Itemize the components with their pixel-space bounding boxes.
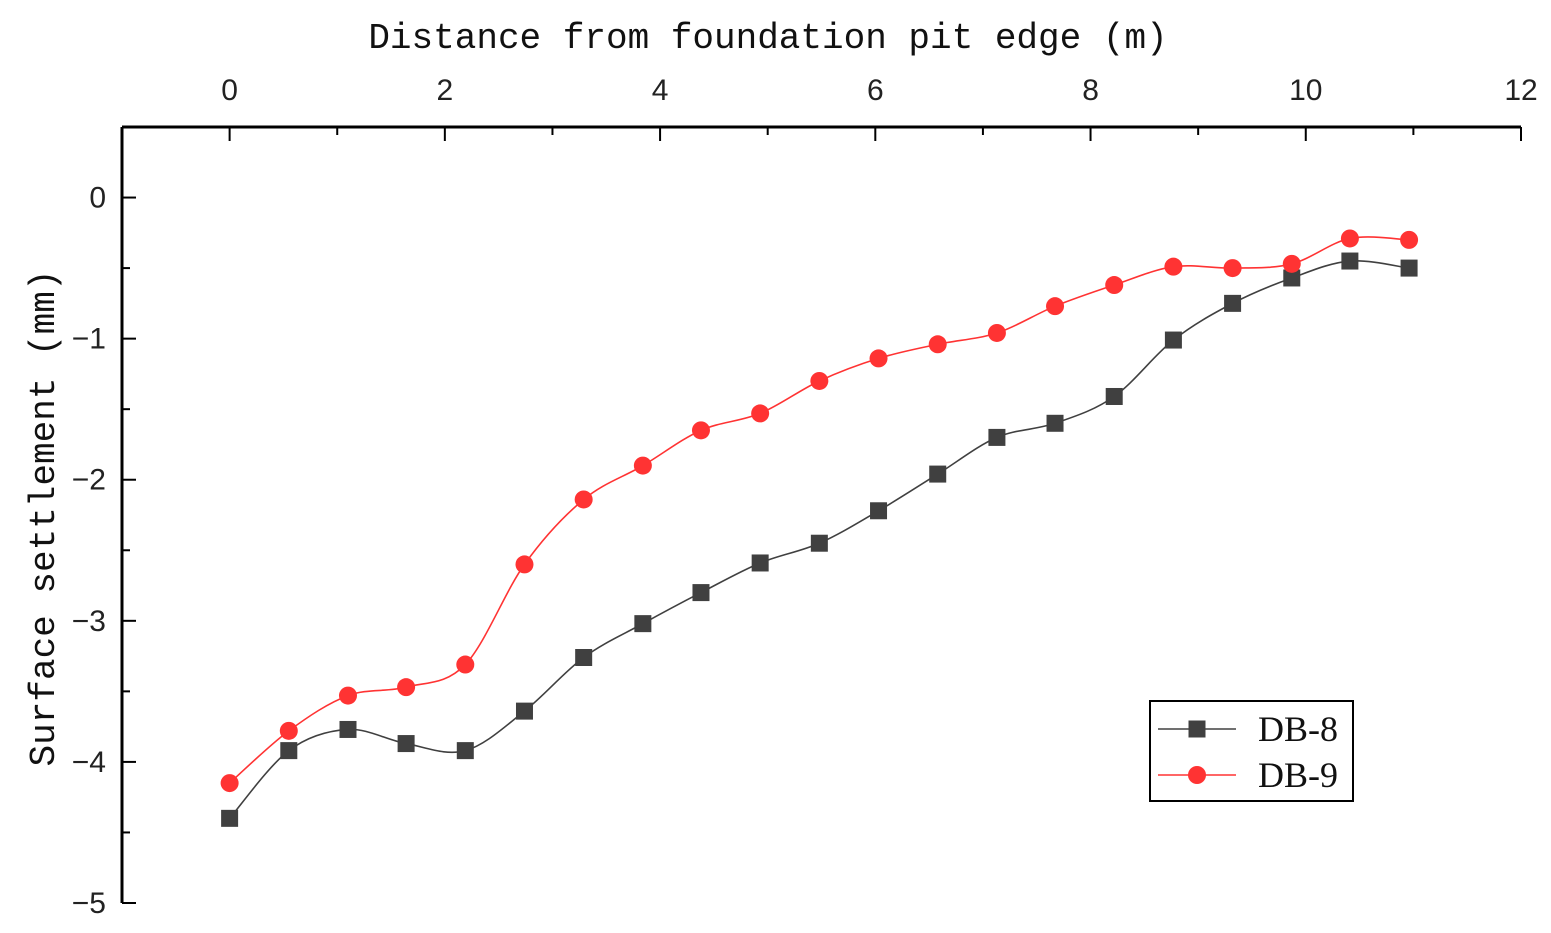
data-point: [1400, 259, 1418, 277]
x-tick-label: 6: [867, 74, 884, 107]
data-point: [515, 555, 534, 574]
data-point: [1105, 387, 1123, 405]
data-point: [339, 720, 357, 738]
data-point: [692, 584, 710, 602]
y-tick-label: −5: [72, 887, 106, 920]
x-tick-label: 8: [1082, 74, 1099, 107]
data-point: [634, 615, 652, 633]
data-point: [1164, 331, 1182, 349]
x-axis-title: Distance from foundation pit edge (m): [368, 18, 1167, 59]
data-point: [1283, 269, 1301, 287]
series-db-8: [221, 252, 1418, 827]
data-point: [810, 371, 829, 390]
data-point: [456, 655, 475, 674]
data-point: [1340, 229, 1359, 248]
data-point: [1224, 294, 1242, 312]
data-point: [691, 421, 710, 440]
data-point: [220, 774, 239, 793]
data-point: [1341, 252, 1359, 270]
x-tick-label: 0: [221, 74, 238, 107]
data-point: [1046, 297, 1065, 316]
data-point: [280, 742, 298, 760]
series-group: [220, 229, 1419, 827]
series-db-9: [220, 229, 1419, 793]
y-tick-label: −1: [72, 323, 106, 356]
data-point: [869, 349, 888, 368]
legend-box: [1149, 700, 1354, 802]
legend-marker: [1188, 720, 1206, 738]
data-point: [751, 554, 769, 572]
data-point: [1164, 257, 1183, 276]
data-point: [1282, 254, 1301, 273]
y-tick-label: 0: [89, 182, 106, 215]
x-tick-label: 2: [437, 74, 454, 107]
data-point: [870, 502, 888, 520]
data-point: [515, 702, 533, 720]
data-point: [1223, 259, 1242, 278]
legend-item: DB-8: [1158, 709, 1338, 749]
data-point: [574, 490, 593, 509]
data-point: [1400, 230, 1419, 249]
x-tick-label: 4: [652, 74, 669, 107]
data-point: [279, 721, 298, 740]
series-line: [229, 236, 1410, 784]
x-tick-label: 12: [1504, 74, 1537, 107]
data-point: [397, 735, 415, 753]
data-point: [1046, 414, 1064, 432]
data-point: [1105, 276, 1124, 295]
data-point: [810, 534, 828, 552]
data-point: [928, 335, 947, 354]
data-point: [575, 649, 593, 667]
y-tick-label: −4: [72, 746, 106, 779]
legend-item: DB-9: [1158, 755, 1338, 795]
data-point: [397, 678, 416, 697]
data-point: [456, 742, 474, 760]
y-tick-label: −3: [72, 605, 106, 638]
legend-label: DB-8: [1258, 709, 1338, 749]
y-axis-title: Surface settlement (mm): [24, 270, 65, 767]
data-point: [633, 456, 652, 475]
legend-marker: [1188, 766, 1206, 784]
axes-group: 0 2 4 6 8 10 12 0 −1 −2 −3 −4 −5: [72, 74, 1538, 920]
x-tick-label: 10: [1289, 74, 1322, 107]
legend-label: DB-9: [1258, 755, 1338, 795]
data-point: [987, 323, 1006, 342]
data-point: [338, 686, 357, 705]
data-point: [929, 465, 947, 483]
data-point: [221, 809, 239, 827]
legend: DB-8 DB-9: [1149, 700, 1354, 802]
data-point: [988, 428, 1006, 446]
data-point: [751, 404, 770, 423]
y-tick-label: −2: [72, 464, 106, 497]
